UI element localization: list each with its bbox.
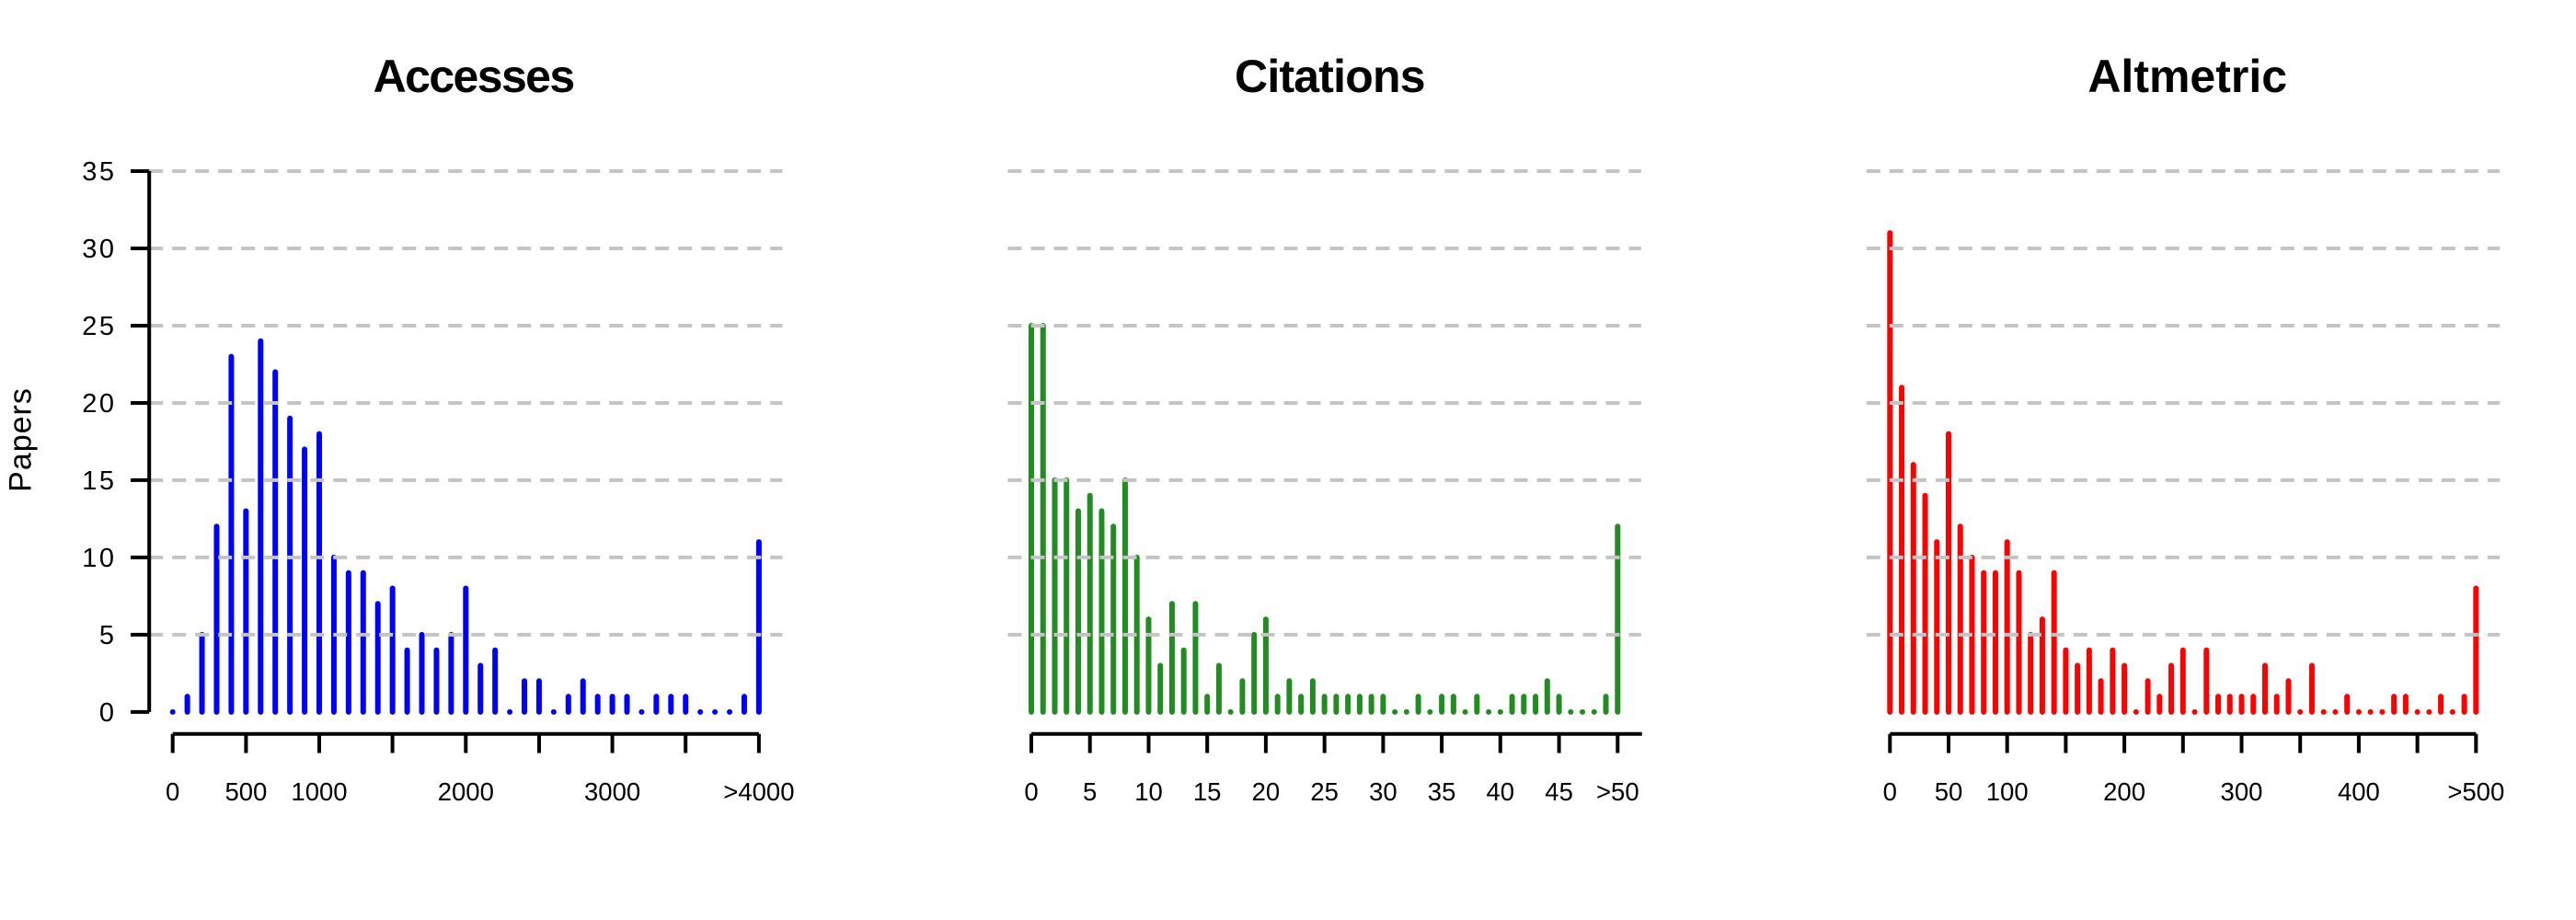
svg-text:Citations: Citations xyxy=(1235,51,1425,102)
svg-text:35: 35 xyxy=(82,157,116,187)
svg-text:Altmetric: Altmetric xyxy=(2087,51,2287,102)
svg-text:>500: >500 xyxy=(2447,777,2504,806)
svg-text:15: 15 xyxy=(82,466,116,496)
svg-text:20: 20 xyxy=(1252,777,1281,806)
svg-text:35: 35 xyxy=(1428,777,1456,806)
svg-text:40: 40 xyxy=(1487,777,1515,806)
svg-text:10: 10 xyxy=(1134,777,1163,806)
svg-text:>4000: >4000 xyxy=(723,777,794,806)
svg-text:30: 30 xyxy=(1369,777,1397,806)
svg-text:Papers: Papers xyxy=(4,387,39,492)
svg-text:200: 200 xyxy=(2103,777,2145,806)
svg-text:300: 300 xyxy=(2221,777,2263,806)
svg-text:25: 25 xyxy=(82,312,116,341)
svg-text:30: 30 xyxy=(82,235,116,264)
svg-text:100: 100 xyxy=(1986,777,2029,806)
svg-text:3000: 3000 xyxy=(584,777,640,806)
svg-text:45: 45 xyxy=(1545,777,1573,806)
svg-text:0: 0 xyxy=(1883,777,1897,806)
svg-text:400: 400 xyxy=(2338,777,2380,806)
svg-text:500: 500 xyxy=(224,777,267,806)
svg-text:10: 10 xyxy=(82,544,116,573)
svg-text:20: 20 xyxy=(82,389,116,419)
svg-text:15: 15 xyxy=(1193,777,1222,806)
svg-text:2000: 2000 xyxy=(438,777,494,806)
svg-text:1000: 1000 xyxy=(291,777,347,806)
svg-text:5: 5 xyxy=(99,621,117,650)
svg-text:0: 0 xyxy=(166,777,179,806)
svg-text:Accesses: Accesses xyxy=(374,51,574,102)
svg-text:0: 0 xyxy=(1024,777,1038,806)
svg-text:25: 25 xyxy=(1310,777,1339,806)
svg-text:0: 0 xyxy=(99,698,117,728)
svg-text:>50: >50 xyxy=(1596,777,1639,806)
svg-text:5: 5 xyxy=(1083,777,1097,806)
svg-text:50: 50 xyxy=(1935,777,1963,806)
